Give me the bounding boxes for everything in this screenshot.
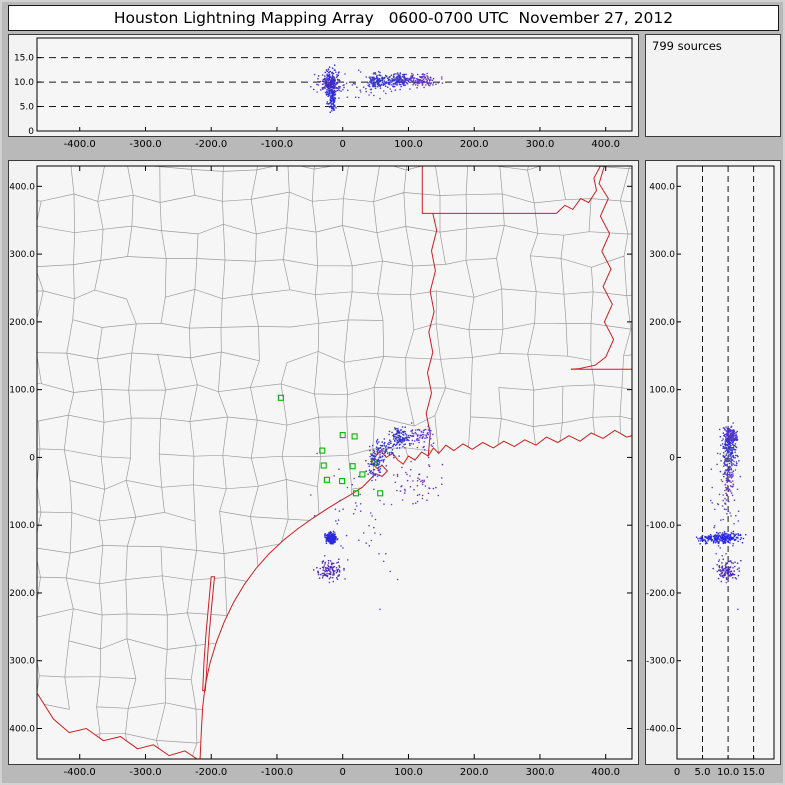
svg-text:0: 0 — [669, 453, 675, 463]
svg-text:-200.0: -200.0 — [646, 589, 675, 599]
altitude-ew-panel: 0 5.0 10.0 15.0 — [8, 34, 639, 137]
svg-text:400.0: 400.0 — [9, 182, 35, 192]
tick-label: 400.0 — [591, 767, 621, 778]
tick-label: 0 — [673, 767, 681, 778]
tick-label: 300.0 — [525, 767, 555, 778]
svg-text:15.0: 15.0 — [14, 54, 34, 64]
svg-text:-100.0: -100.0 — [9, 521, 35, 531]
tick-label: 0 — [339, 767, 346, 778]
tick-label: 300.0 — [525, 139, 555, 150]
tick-label: -100.0 — [260, 767, 294, 778]
tick-label: -100.0 — [260, 139, 294, 150]
svg-text:10.0: 10.0 — [14, 78, 34, 88]
tick-label: 200.0 — [459, 767, 489, 778]
sources-count: 799 sources — [652, 39, 722, 53]
tick-label: 100.0 — [394, 767, 423, 778]
svg-text:-300.0: -300.0 — [646, 657, 675, 667]
tick-label: -400.0 — [63, 767, 96, 778]
tick-label: -200.0 — [195, 139, 228, 150]
alt-axis-tick-labels: 0 5.0 10.0 15.0 — [645, 766, 781, 781]
svg-text:300.0: 300.0 — [649, 250, 675, 260]
svg-text:200.0: 200.0 — [649, 318, 675, 328]
tick-label: -200.0 — [195, 767, 228, 778]
tick-label: 15.0 — [742, 767, 765, 778]
svg-text:100.0: 100.0 — [9, 386, 35, 396]
tick-label: 10.0 — [716, 767, 740, 778]
title-bar: Houston Lightning Mapping Array 0600-070… — [8, 5, 779, 31]
svg-text:300.0: 300.0 — [9, 250, 35, 260]
page-title: Houston Lightning Mapping Array 0600-070… — [113, 9, 674, 27]
svg-text:400.0: 400.0 — [649, 182, 675, 192]
tick-label: 5.0 — [694, 767, 711, 778]
ew-altitude-plot[interactable]: 0 5.0 10.0 15.0 — [9, 35, 638, 136]
ew-axis-tick-labels-top: -400.0 -300.0 -200.0 -100.0 0 100.0 200.0 300.0… — [8, 138, 639, 153]
svg-text:-200.0: -200.0 — [9, 589, 35, 599]
altitude-ns-plot[interactable]: 400.0 300.0 200.0 100.0 0 -100.0 -200.0 -300.0 -… — [646, 161, 780, 764]
svg-text:200.0: 200.0 — [9, 318, 35, 328]
svg-text:100.0: 100.0 — [649, 386, 675, 396]
tick-label: -300.0 — [129, 767, 162, 778]
svg-text:5.0: 5.0 — [20, 103, 35, 113]
plan-view-map-plot[interactable]: 400.0 300.0 200.0 100.0 0 -100.0 -200.0 -300.0 -… — [9, 161, 638, 764]
svg-text:0: 0 — [29, 453, 35, 463]
tick-label: -300.0 — [129, 139, 162, 150]
tick-label: 100.0 — [394, 139, 423, 150]
plan-view-panel: 400.0 300.0 200.0 100.0 0 -100.0 -200.0 -300.0 -… — [8, 160, 639, 765]
svg-text:-400.0: -400.0 — [9, 725, 35, 735]
tick-label: 400.0 — [591, 139, 621, 150]
tick-label: -400.0 — [63, 139, 96, 150]
svg-text:-400.0: -400.0 — [646, 725, 675, 735]
svg-text:-300.0: -300.0 — [9, 657, 35, 667]
ew-axis-tick-labels-bottom: -400.0 -300.0 -200.0 -100.0 0 100.0 200.0 300.0… — [8, 766, 639, 781]
tick-label: 0 — [339, 139, 346, 150]
svg-text:-100.0: -100.0 — [646, 521, 675, 531]
svg-text:0: 0 — [28, 127, 34, 136]
sources-panel: 799 sources — [645, 34, 781, 137]
altitude-ns-panel: 400.0 300.0 200.0 100.0 0 -100.0 -200.0 -300.0 -… — [645, 160, 781, 765]
tick-label: 200.0 — [459, 139, 489, 150]
